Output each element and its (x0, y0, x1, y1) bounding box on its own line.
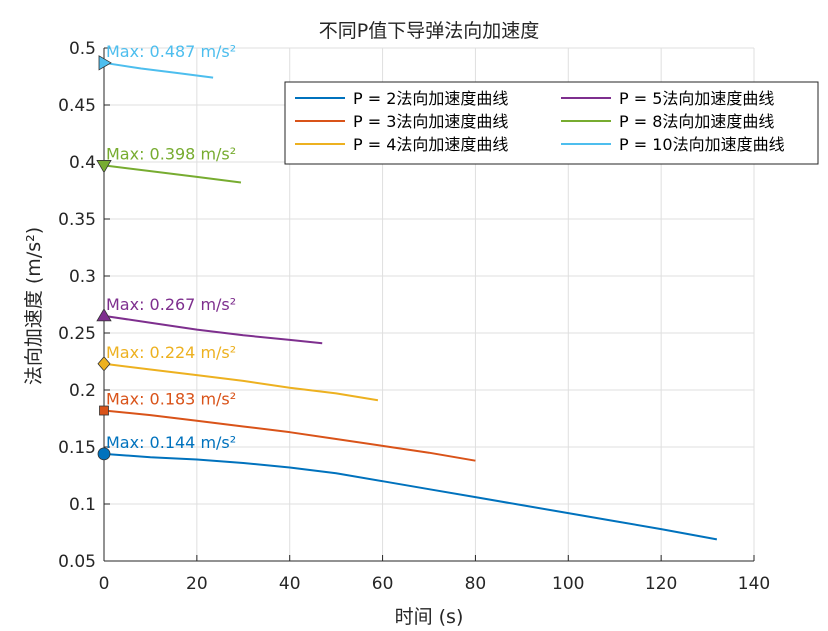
legend-label: P = 4法向加速度曲线 (353, 135, 508, 154)
y-tick-label: 0.35 (58, 210, 96, 230)
x-tick-label: 120 (645, 574, 677, 594)
legend-label: P = 5法向加速度曲线 (619, 89, 774, 108)
legend-item: P = 8法向加速度曲线 (561, 112, 774, 131)
x-tick-label: 40 (279, 574, 301, 594)
legend-label: P = 10法向加速度曲线 (619, 135, 785, 154)
series-5 (96, 160, 242, 184)
y-tick-label: 0.5 (69, 39, 96, 59)
max-marker (96, 308, 112, 322)
x-tick-label: 100 (552, 574, 584, 594)
legend-item: P = 2法向加速度曲线 (295, 89, 508, 108)
series-line (103, 164, 242, 184)
legend: P = 2法向加速度曲线 P = 3法向加速度曲线 P = 4法向加速度曲线 P = … (284, 81, 819, 165)
y-tick-label: 0.25 (58, 324, 96, 344)
legend-label: P = 2法向加速度曲线 (353, 89, 508, 108)
legend-box (284, 81, 819, 165)
max-marker (99, 405, 109, 416)
x-axis-title: 时间 (s) (395, 606, 464, 628)
x-tick-label: 80 (465, 574, 487, 594)
max-annotation: Max: 0.487 m/s² (106, 42, 236, 61)
max-marker (98, 55, 112, 71)
y-tick-label: 0.05 (58, 552, 96, 572)
y-tick-label: 0.1 (69, 495, 96, 515)
max-marker (97, 447, 111, 461)
y-tick-label: 0.2 (69, 381, 96, 401)
y-axis-title: 法向加速度 (m/s²) (23, 227, 45, 385)
series-line (103, 314, 323, 345)
x-tick-label: 0 (99, 574, 110, 594)
series-layer (96, 55, 718, 541)
max-annotation: Max: 0.224 m/s² (106, 343, 236, 362)
annotations: Max: 0.144 m/s² Max: 0.183 m/s² Max: 0.224… (106, 42, 236, 452)
legend-item: P = 3法向加速度曲线 (295, 112, 508, 131)
max-annotation: Max: 0.183 m/s² (106, 390, 236, 409)
series-1 (97, 447, 718, 541)
x-tick-label: 20 (186, 574, 208, 594)
axes: 0 20 40 60 80 100 120 140 0.05 0.1 0.15 0.2 0.25 0.3 0… (58, 39, 770, 594)
y-tick-label: 0.4 (69, 153, 96, 173)
legend-item: P = 5法向加速度曲线 (561, 89, 774, 108)
series-2 (99, 405, 476, 462)
y-tick-label: 0.45 (58, 96, 96, 116)
y-tick-label: 0.3 (69, 267, 96, 287)
series-line (103, 61, 214, 79)
x-tick-label: 60 (372, 574, 394, 594)
max-annotation: Max: 0.398 m/s² (106, 144, 236, 163)
chart-title: 不同P值下导弹法向加速度 (319, 20, 539, 42)
series-4 (96, 308, 323, 345)
max-marker (97, 356, 111, 372)
legend-item: P = 4法向加速度曲线 (295, 135, 508, 154)
max-annotation: Max: 0.144 m/s² (106, 433, 236, 452)
legend-item: P = 10法向加速度曲线 (561, 135, 785, 154)
series-line (103, 362, 379, 402)
x-tick-label: 140 (738, 574, 770, 594)
series-line (103, 452, 718, 541)
max-marker (96, 160, 112, 174)
series-6 (98, 55, 214, 79)
series-3 (97, 356, 379, 402)
y-tick-label: 0.15 (58, 438, 96, 458)
legend-label: P = 8法向加速度曲线 (619, 112, 774, 131)
legend-label: P = 3法向加速度曲线 (353, 112, 508, 131)
max-annotation: Max: 0.267 m/s² (106, 295, 236, 314)
series-line (103, 409, 476, 462)
